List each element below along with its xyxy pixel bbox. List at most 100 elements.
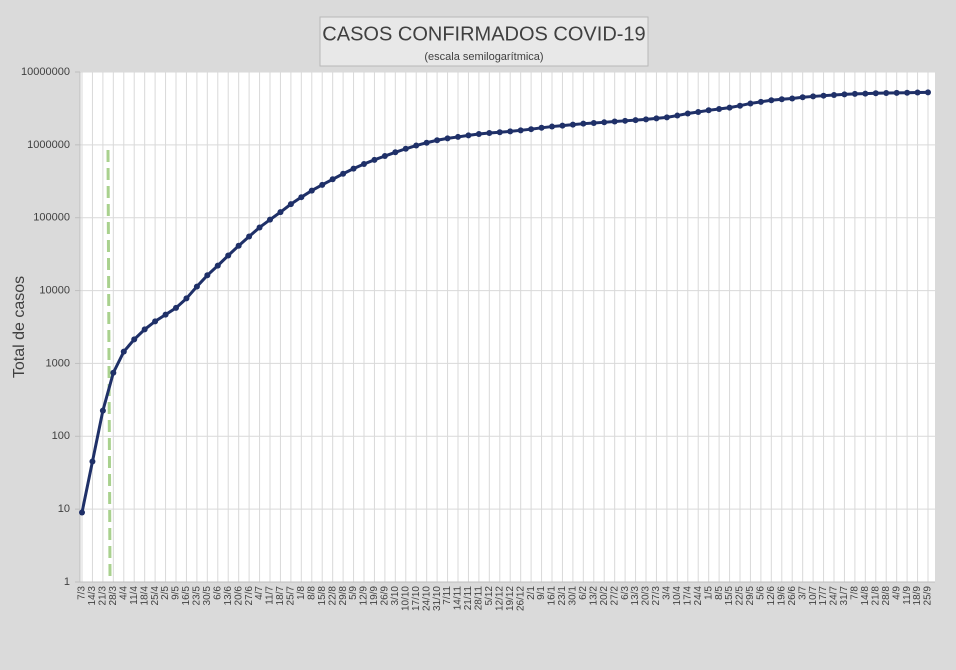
- x-tick-label: 22/8: [327, 586, 338, 606]
- x-tick-label: 29/5: [745, 586, 756, 606]
- x-tick-label: 24/4: [693, 586, 704, 606]
- x-tick-label: 14/8: [860, 586, 871, 606]
- x-tick-label: 23/5: [192, 586, 203, 606]
- data-point: [287, 201, 294, 208]
- x-tick-label: 28/11: [474, 586, 485, 611]
- x-tick-label: 9/1: [536, 586, 547, 600]
- data-point: [914, 89, 921, 96]
- data-point: [674, 112, 681, 119]
- x-tick-label: 25/7: [286, 586, 297, 606]
- x-tick-label: 15/8: [317, 586, 328, 606]
- data-point: [820, 92, 827, 99]
- data-point: [173, 304, 179, 311]
- x-tick-label: 7/3: [77, 586, 88, 600]
- data-point: [256, 224, 263, 231]
- x-tick-label: 26/9: [380, 586, 391, 606]
- x-tick-label: 31/10: [432, 586, 443, 611]
- x-tick-label: 6/2: [578, 586, 589, 600]
- y-tick-label: 100: [52, 430, 70, 442]
- data-point: [841, 91, 848, 98]
- x-tick-label: 11/9: [902, 586, 913, 605]
- data-point: [120, 348, 127, 355]
- y-tick-label: 10000: [39, 284, 70, 296]
- data-point: [528, 126, 535, 133]
- data-point: [235, 242, 242, 249]
- x-tick-label: 26/12: [515, 586, 526, 611]
- x-tick-label: 17/10: [411, 586, 422, 611]
- x-tick-label: 5/12: [484, 586, 495, 606]
- x-tick-label: 18/9: [912, 586, 923, 606]
- x-tick-label: 21/11: [463, 586, 474, 611]
- data-point: [559, 122, 566, 129]
- x-tick-label: 9/5: [171, 586, 182, 600]
- x-tick-label: 24/10: [421, 586, 432, 611]
- data-point: [517, 127, 524, 134]
- data-point: [872, 90, 879, 97]
- data-point: [893, 89, 900, 96]
- x-tick-label: 8/8: [306, 586, 317, 600]
- x-tick-label: 4/9: [891, 586, 902, 600]
- x-tick-label: 16/5: [181, 586, 192, 606]
- y-tick-label: 10000000: [21, 66, 70, 78]
- x-tick-label: 27/3: [651, 586, 662, 606]
- x-tick-label: 22/5: [735, 586, 746, 606]
- x-tick-label: 16/1: [547, 586, 558, 606]
- data-point: [361, 160, 367, 167]
- chart-subtitle: (escala semilogarítmica): [424, 51, 543, 63]
- data-point: [465, 132, 472, 139]
- data-point: [726, 104, 733, 111]
- x-tick-label: 12/6: [766, 586, 777, 606]
- x-tick-label: 1/8: [296, 586, 307, 600]
- data-point: [643, 116, 649, 123]
- y-tick-label: 100000: [33, 212, 70, 224]
- x-tick-label: 15/5: [724, 586, 735, 606]
- x-tick-label: 6/3: [620, 586, 631, 600]
- x-tick-label: 3/10: [390, 586, 401, 606]
- x-tick-label: 1/5: [703, 586, 714, 600]
- data-point: [329, 176, 336, 183]
- y-tick-label: 1: [64, 576, 70, 588]
- x-tick-label: 14/11: [453, 586, 464, 611]
- data-point: [225, 252, 232, 259]
- x-tick-label: 13/6: [223, 586, 234, 606]
- data-point: [434, 137, 441, 144]
- data-point: [141, 326, 148, 333]
- data-point: [799, 94, 806, 101]
- data-point: [601, 119, 608, 126]
- x-tick-label: 18/7: [275, 586, 286, 606]
- data-point: [423, 139, 430, 146]
- data-point: [183, 295, 190, 302]
- data-point: [716, 105, 723, 112]
- data-point: [590, 119, 597, 126]
- data-point: [778, 96, 785, 103]
- x-tick-label: 2/5: [160, 586, 171, 600]
- x-tick-label: 20/3: [641, 586, 652, 606]
- x-tick-label: 19/12: [505, 586, 516, 611]
- data-point: [110, 369, 117, 376]
- data-point: [162, 311, 169, 318]
- data-point: [695, 109, 702, 116]
- data-point: [851, 90, 858, 97]
- x-tick-label: 24/7: [829, 586, 840, 606]
- data-point: [789, 95, 796, 102]
- x-tick-label: 12/9: [359, 586, 370, 606]
- x-tick-label: 28/8: [881, 586, 892, 606]
- x-tick-label: 25/4: [150, 586, 161, 606]
- data-point: [925, 89, 931, 96]
- data-point: [350, 165, 357, 172]
- x-tick-label: 10/7: [808, 586, 819, 606]
- data-point: [381, 153, 388, 160]
- data-point: [611, 118, 618, 125]
- data-point: [475, 131, 482, 138]
- x-tick-label: 6/6: [212, 586, 223, 600]
- data-point: [340, 170, 347, 177]
- x-tick-label: 13/2: [588, 586, 599, 606]
- data-point: [883, 90, 890, 97]
- data-point: [89, 458, 96, 465]
- data-point: [486, 130, 493, 137]
- x-tick-label: 10/10: [400, 586, 411, 611]
- x-tick-label: 18/4: [139, 586, 150, 606]
- x-tick-label: 11/4: [129, 586, 140, 605]
- x-tick-label: 23/1: [557, 586, 568, 606]
